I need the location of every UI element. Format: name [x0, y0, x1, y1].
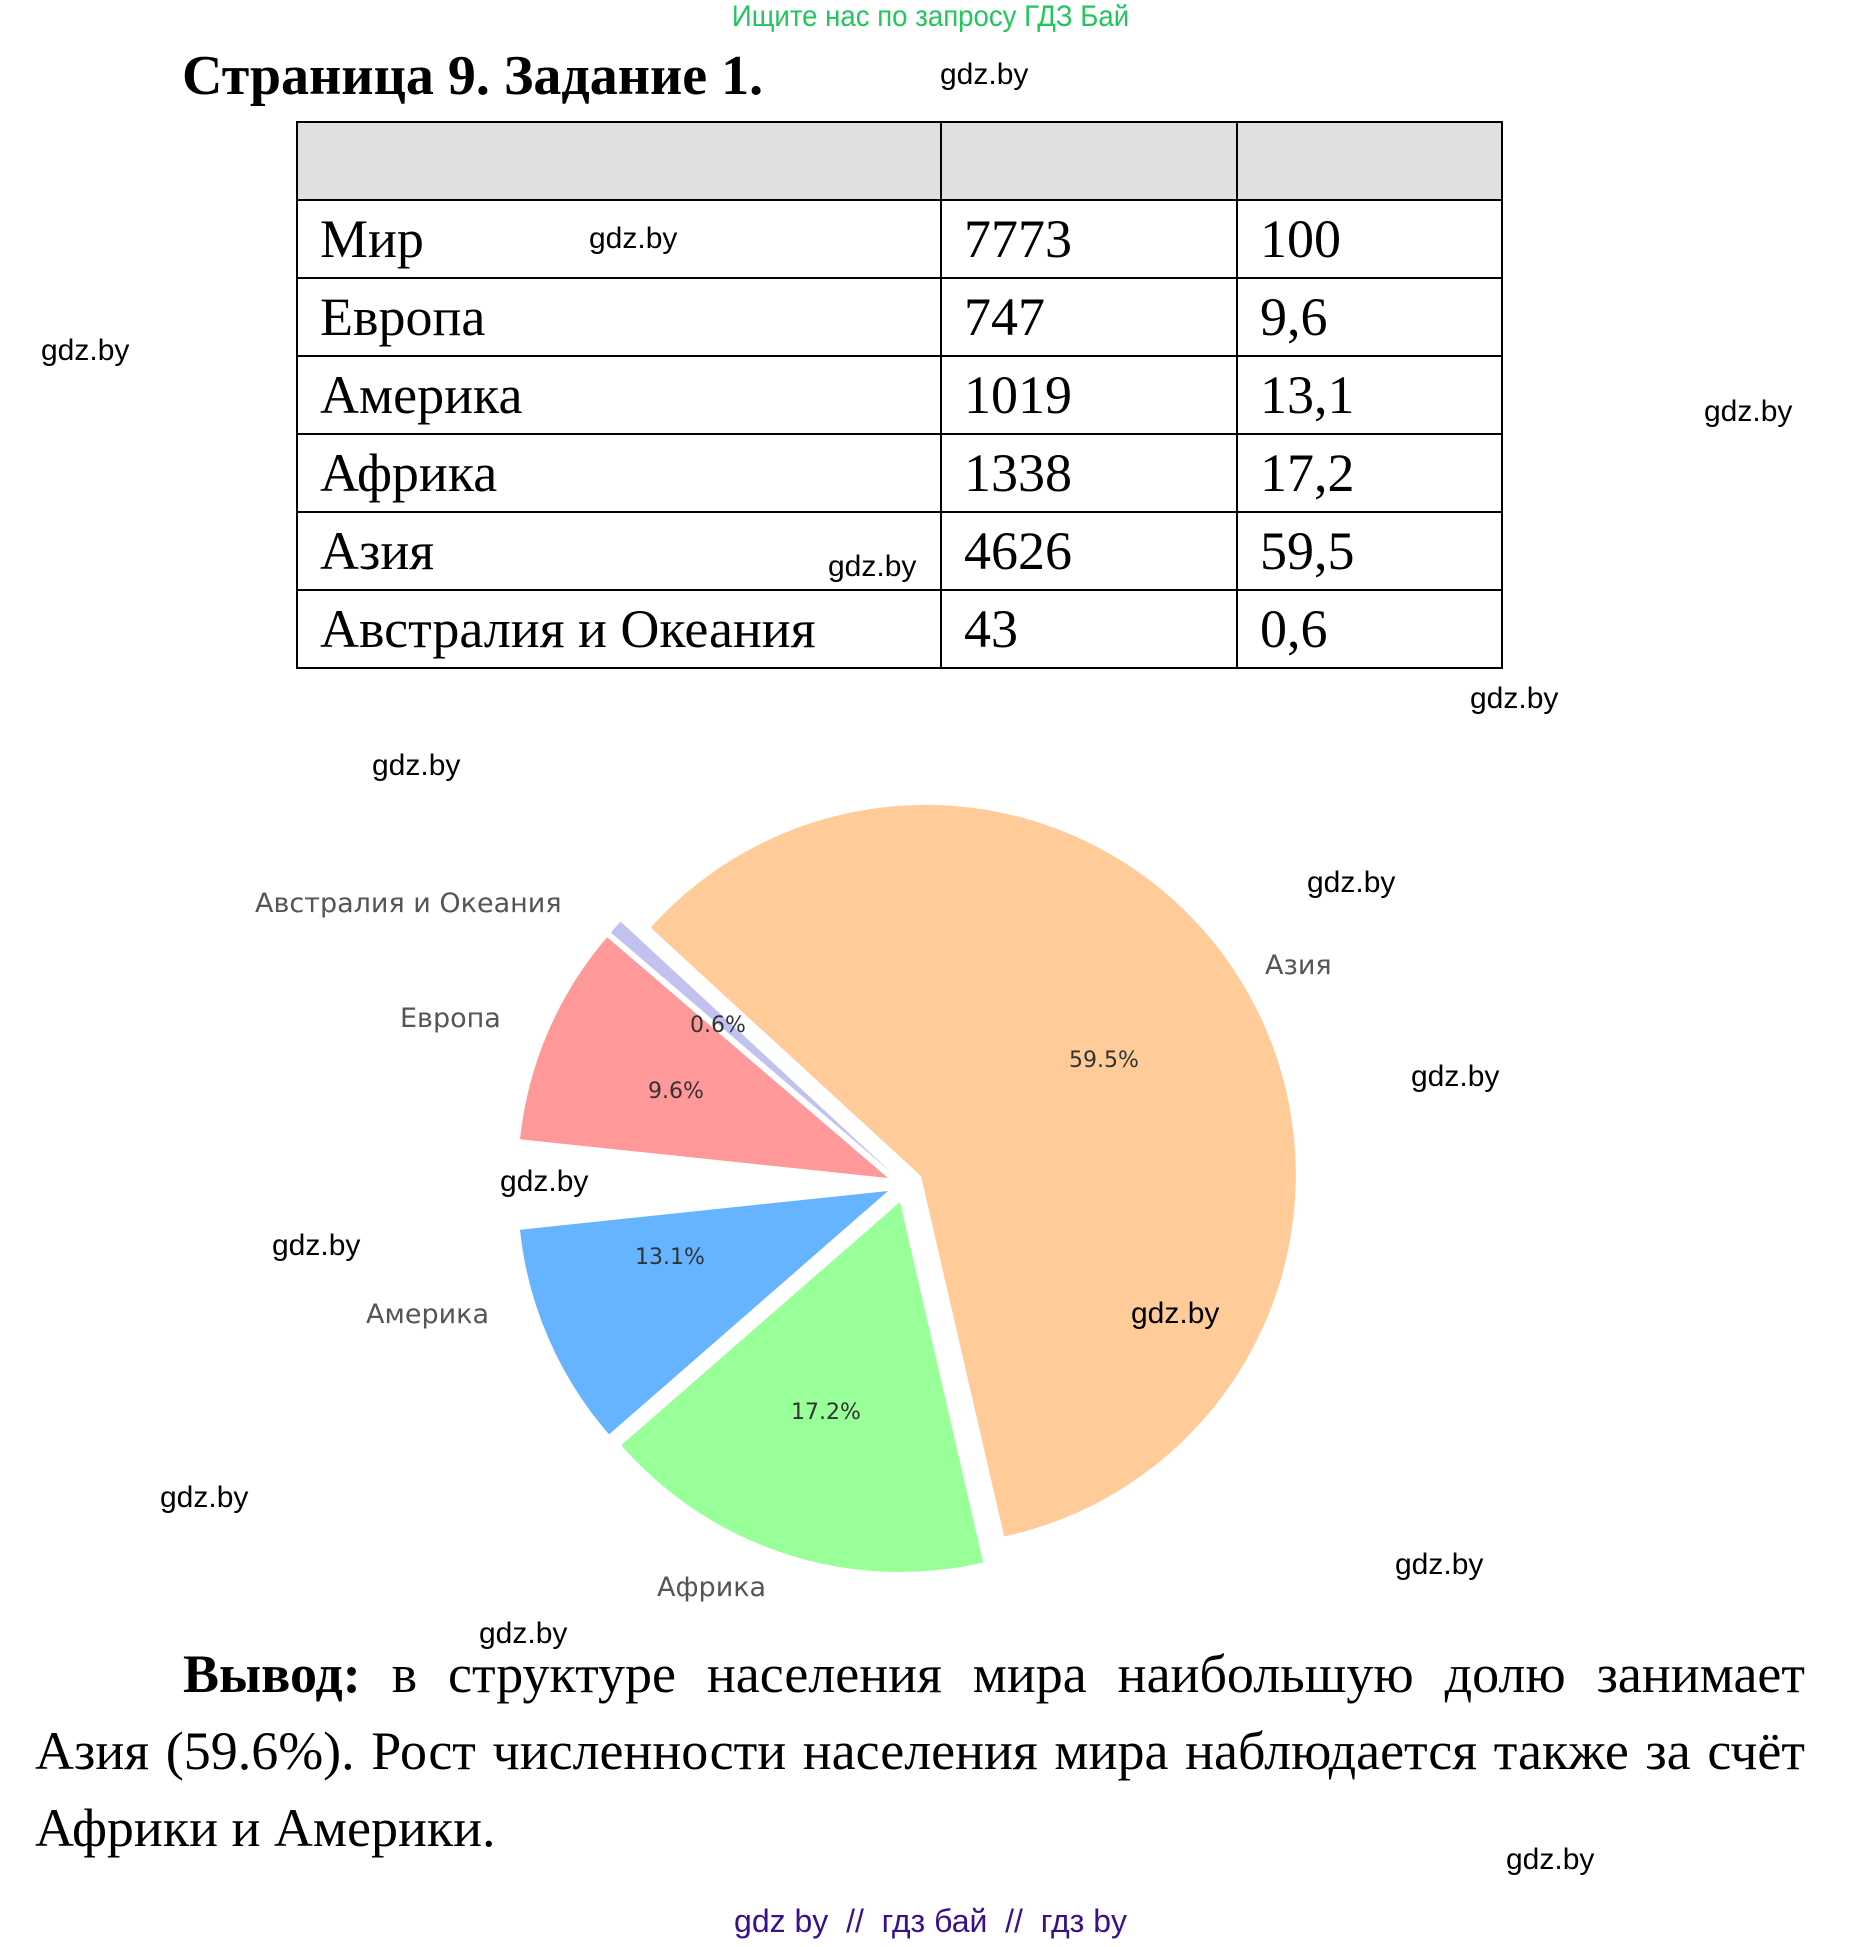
- watermark: gdz.by: [372, 749, 461, 782]
- region-cell: Азия: [296, 511, 942, 591]
- table-row: Мир 7773 100: [296, 199, 1503, 279]
- pie-label-america: Америка: [366, 1299, 489, 1330]
- watermark: gdz.by: [500, 1165, 589, 1198]
- pie-pct-europe: 9.6%: [648, 1079, 704, 1104]
- watermark: gdz.by: [589, 222, 678, 255]
- watermark: gdz.by: [1470, 682, 1559, 715]
- percent-cell: 0,6: [1236, 589, 1503, 669]
- table-header-row: [296, 121, 1503, 201]
- region-cell: Африка: [296, 433, 942, 513]
- pie-slice-asia: [650, 804, 1296, 1537]
- pie-slice-africa: [621, 1202, 984, 1572]
- header-cell-region: [296, 121, 942, 201]
- percent-cell: 100: [1236, 199, 1503, 279]
- table-row: Африка 1338 17,2: [296, 433, 1503, 513]
- header-cell-population: [940, 121, 1238, 201]
- region-cell: Мир: [296, 199, 942, 279]
- percent-cell: 59,5: [1236, 511, 1503, 591]
- pie-pct-asia: 59.5%: [1069, 1048, 1139, 1073]
- table-row: Европа 747 9,6: [296, 277, 1503, 357]
- footer-links: gdz by // гдз бай // гдз by: [734, 1903, 1127, 1939]
- pie-slice-europe: [520, 937, 888, 1178]
- watermark: gdz.by: [1411, 1060, 1500, 1093]
- header-cell-percent: [1236, 121, 1503, 201]
- pie-slice-oceania: [610, 921, 892, 1173]
- percent-cell: 17,2: [1236, 433, 1503, 513]
- region-cell: Австралия и Океания: [296, 589, 942, 669]
- conclusion-text: в структуре населения мира наибольшую до…: [35, 1644, 1805, 1858]
- population-cell: 1338: [940, 433, 1238, 513]
- population-cell: 1019: [940, 355, 1238, 435]
- search-banner: Ищите нас по запросу ГДЗ Бай: [731, 0, 1130, 33]
- watermark: gdz.by: [41, 334, 130, 367]
- percent-cell: 13,1: [1236, 355, 1503, 435]
- population-cell: 7773: [940, 199, 1238, 279]
- watermark: gdz.by: [1131, 1297, 1220, 1330]
- pie-pct-oceania: 0.6%: [690, 1013, 746, 1038]
- population-cell: 43: [940, 589, 1238, 669]
- watermark: gdz.by: [828, 550, 917, 583]
- percent-cell: 9,6: [1236, 277, 1503, 357]
- watermark: gdz.by: [1704, 395, 1793, 428]
- table-row: Америка 1019 13,1: [296, 355, 1503, 435]
- watermark: gdz.by: [1395, 1548, 1484, 1581]
- pie-pct-america: 13.1%: [635, 1245, 705, 1270]
- pie-label-oceania: Австралия и Океания: [255, 888, 562, 919]
- conclusion-lead: Вывод:: [183, 1644, 361, 1704]
- pie-label-europe: Европа: [400, 1003, 501, 1034]
- conclusion-paragraph: Вывод: в структуре населения мира наибол…: [35, 1636, 1805, 1867]
- population-cell: 4626: [940, 511, 1238, 591]
- watermark: gdz.by: [272, 1229, 361, 1262]
- pie-label-africa: Африка: [657, 1572, 766, 1603]
- population-cell: 747: [940, 277, 1238, 357]
- region-cell: Америка: [296, 355, 942, 435]
- region-cell: Европа: [296, 277, 942, 357]
- watermark: gdz.by: [479, 1617, 568, 1650]
- population-table: Мир 7773 100 Европа 747 9,6 Америка 1019…: [296, 121, 1503, 669]
- watermark: gdz.by: [1307, 866, 1396, 899]
- table-row: Австралия и Океания 43 0,6: [296, 589, 1503, 669]
- page-title: Страница 9. Задание 1.: [182, 45, 764, 107]
- pie-slice-america: [520, 1191, 888, 1435]
- watermark: gdz.by: [160, 1481, 249, 1514]
- watermark: gdz.by: [1506, 1843, 1595, 1876]
- table-row: Азия 4626 59,5: [296, 511, 1503, 591]
- watermark: gdz.by: [940, 58, 1029, 91]
- pie-pct-africa: 17.2%: [791, 1400, 861, 1425]
- pie-label-asia: Азия: [1265, 950, 1332, 981]
